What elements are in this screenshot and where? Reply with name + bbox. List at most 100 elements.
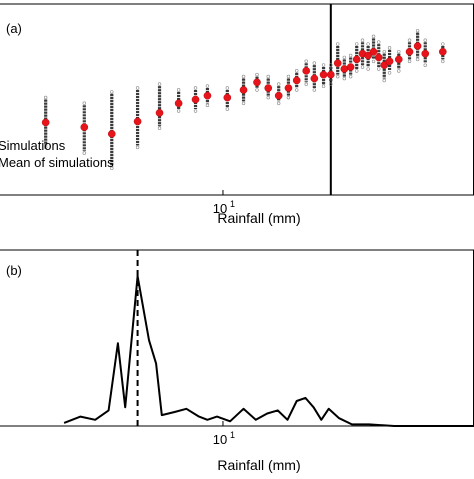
- panel-b-x-ticks: 10 1: [213, 421, 235, 447]
- panel-a-x-axis-label: Rainfall (mm): [217, 210, 300, 226]
- simulation-point: [255, 72, 259, 77]
- mean-point: [439, 47, 447, 56]
- simulation-point: [82, 151, 87, 155]
- mean-point: [340, 65, 349, 73]
- panel-a: (a) Simulations Mean of simulations 10 1 …: [0, 3, 474, 226]
- mean-point: [421, 49, 430, 58]
- mean-point: [394, 55, 403, 64]
- simulation-point: [336, 42, 340, 46]
- simulation-point: [225, 107, 230, 111]
- mean-point: [239, 86, 248, 94]
- mean-point: [223, 93, 232, 102]
- panel-a-x-ticks: 10 1: [213, 190, 235, 216]
- simulation-point: [441, 59, 445, 64]
- simulation-point: [423, 63, 427, 67]
- simulation-point: [304, 59, 308, 63]
- simulation-point: [348, 53, 353, 58]
- simulation-point: [342, 76, 347, 81]
- simulation-point: [329, 82, 333, 87]
- panel-a-marks: [41, 4, 447, 195]
- simulation-point: [423, 38, 427, 42]
- mean-point: [310, 74, 319, 83]
- simulation-point: [360, 38, 365, 42]
- simulation-point: [304, 82, 308, 87]
- simulation-point: [135, 86, 140, 90]
- simulation-point: [205, 84, 210, 88]
- simulation-point: [205, 103, 210, 108]
- simulation-point: [329, 63, 333, 67]
- mean-point: [264, 84, 273, 92]
- simulation-point: [43, 145, 48, 150]
- simulation-point: [336, 74, 340, 79]
- panel-b: (b) 10 1 Rainfall (mm): [0, 249, 474, 473]
- simulation-point: [387, 71, 392, 75]
- simulation-point: [360, 65, 365, 69]
- mean-point: [385, 57, 394, 66]
- panel-b-label: (b): [6, 263, 22, 278]
- simulation-point: [135, 145, 140, 150]
- mean-point: [274, 91, 283, 100]
- simulation-point: [266, 74, 270, 79]
- mean-point: [133, 117, 142, 126]
- series-line: [63, 275, 474, 427]
- mean-point: [302, 67, 311, 75]
- mean-point: [174, 99, 183, 108]
- mean-point: [374, 53, 383, 62]
- simulation-point: [371, 34, 376, 39]
- panel-b-x-axis-label: Rainfall (mm): [217, 457, 300, 473]
- simulation-point: [255, 88, 259, 92]
- mean-point: [319, 70, 328, 79]
- mean-point: [352, 55, 361, 64]
- panel-b-marks: [63, 250, 474, 427]
- simulation-point: [157, 126, 162, 130]
- simulation-point: [276, 82, 281, 86]
- mean-point: [364, 51, 372, 60]
- simulation-point: [355, 69, 359, 73]
- simulation-point: [241, 74, 246, 79]
- simulation-point: [371, 59, 376, 64]
- mean-point: [333, 59, 342, 68]
- simulation-point: [110, 166, 114, 171]
- simulation-point: [397, 49, 401, 54]
- x-tick-label: 10: [213, 201, 227, 216]
- simulation-point: [382, 78, 386, 83]
- simulation-point: [377, 40, 381, 44]
- simulation-point: [241, 101, 246, 106]
- simulation-point: [193, 86, 198, 90]
- simulation-point: [415, 57, 420, 62]
- simulation-point: [295, 88, 299, 92]
- simulation-point: [387, 46, 392, 50]
- mean-point: [284, 84, 293, 92]
- simulation-point: [321, 84, 326, 88]
- mean-point: [191, 95, 200, 104]
- mean-point: [369, 47, 378, 56]
- mean-point: [413, 42, 422, 50]
- mean-point: [405, 47, 414, 56]
- simulation-point: [407, 59, 412, 64]
- simulation-point: [397, 69, 401, 73]
- simulation-point: [382, 49, 386, 54]
- x-tick-label-exponent: 1: [230, 430, 235, 440]
- simulation-point: [110, 90, 114, 94]
- x-tick-label-exponent: 1: [230, 199, 235, 209]
- simulation-point: [286, 74, 291, 79]
- mean-point: [292, 76, 301, 85]
- mean-point: [253, 78, 261, 87]
- simulation-point: [441, 42, 445, 46]
- simulation-point: [43, 95, 48, 100]
- simulation-point: [276, 101, 281, 106]
- simulation-point: [366, 67, 370, 71]
- simulation-point: [176, 88, 181, 92]
- simulation-point: [225, 86, 230, 90]
- legend-entry-simulations: Simulations: [0, 138, 66, 153]
- mean-point: [327, 70, 335, 79]
- simulation-point: [193, 109, 198, 113]
- simulation-point: [176, 109, 181, 113]
- simulation-point: [415, 28, 420, 33]
- simulation-point: [157, 82, 162, 86]
- simulation-point: [348, 74, 353, 79]
- simulation-point: [295, 69, 299, 73]
- mean-point: [41, 118, 50, 127]
